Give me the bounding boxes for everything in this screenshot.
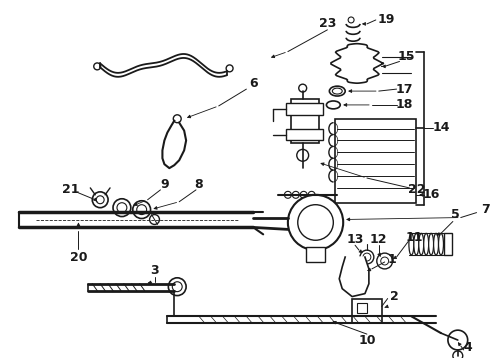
Circle shape [137, 205, 147, 215]
Text: 1: 1 [387, 252, 396, 266]
Text: 23: 23 [318, 17, 336, 30]
Bar [286, 129, 323, 140]
Text: 4: 4 [464, 341, 472, 355]
Text: 12: 12 [370, 233, 388, 246]
Text: 21: 21 [62, 183, 79, 196]
Ellipse shape [434, 233, 439, 255]
Ellipse shape [414, 233, 419, 255]
Bar [306, 247, 325, 262]
Circle shape [96, 196, 104, 204]
Text: 8: 8 [195, 179, 203, 192]
Circle shape [117, 203, 127, 213]
Text: 6: 6 [249, 77, 258, 90]
Text: 14: 14 [432, 121, 450, 134]
Ellipse shape [409, 233, 414, 255]
Text: 10: 10 [358, 334, 376, 347]
Circle shape [348, 17, 354, 23]
Bar [286, 103, 323, 115]
Ellipse shape [332, 88, 342, 94]
Circle shape [377, 253, 392, 269]
Circle shape [226, 65, 233, 72]
Circle shape [113, 199, 131, 217]
Circle shape [448, 330, 467, 350]
Bar [357, 303, 367, 313]
Bar [352, 298, 382, 323]
Text: 17: 17 [396, 82, 413, 96]
Bar [291, 99, 318, 143]
Text: 18: 18 [396, 98, 413, 111]
Circle shape [94, 63, 100, 70]
Text: 16: 16 [422, 188, 440, 201]
Circle shape [92, 192, 108, 208]
Ellipse shape [419, 233, 424, 255]
Circle shape [173, 115, 181, 123]
Text: 7: 7 [481, 203, 490, 216]
Circle shape [169, 278, 186, 296]
Circle shape [133, 201, 150, 219]
Circle shape [172, 282, 182, 292]
Circle shape [299, 84, 307, 92]
Circle shape [297, 149, 309, 161]
Circle shape [298, 205, 333, 240]
Circle shape [360, 250, 374, 264]
Text: 19: 19 [378, 13, 395, 26]
Text: 15: 15 [398, 50, 415, 63]
Ellipse shape [424, 233, 429, 255]
Text: 5: 5 [451, 208, 460, 221]
Text: 22: 22 [408, 183, 425, 196]
Polygon shape [339, 257, 369, 297]
Circle shape [453, 351, 463, 360]
Text: 3: 3 [150, 264, 159, 278]
Circle shape [363, 253, 371, 261]
Ellipse shape [439, 233, 443, 255]
Text: 2: 2 [390, 290, 399, 303]
Ellipse shape [326, 101, 340, 109]
Text: 13: 13 [346, 233, 364, 246]
Circle shape [149, 215, 159, 224]
Circle shape [381, 257, 389, 265]
Ellipse shape [429, 233, 434, 255]
Circle shape [288, 195, 343, 250]
Ellipse shape [329, 86, 345, 96]
Text: 9: 9 [160, 179, 169, 192]
Bar [444, 233, 452, 255]
Text: 11: 11 [406, 231, 423, 244]
Text: 20: 20 [70, 251, 87, 264]
Bar [335, 119, 416, 203]
Polygon shape [331, 44, 383, 83]
